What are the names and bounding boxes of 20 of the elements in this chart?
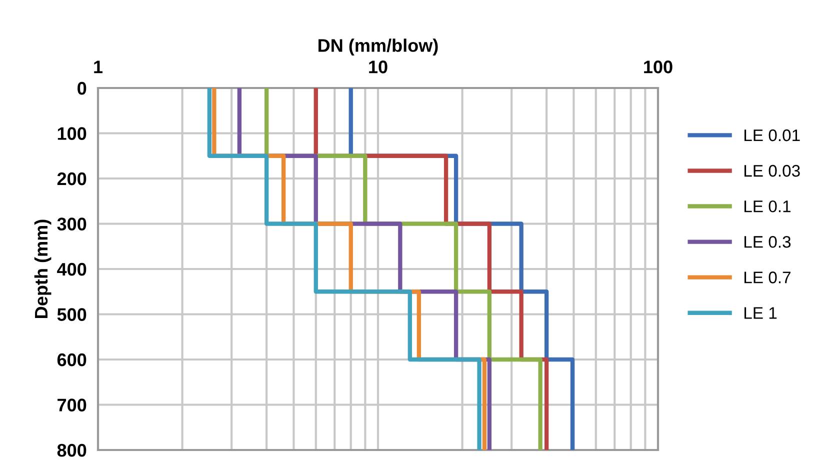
legend-label: LE 0.7 (744, 272, 790, 284)
legend-label: LE 1 (744, 307, 777, 319)
y-tick-label: 500 (57, 308, 86, 321)
y-tick-label: 800 (57, 444, 86, 457)
y-axis-title: Depth (mm) (34, 220, 52, 318)
legend-label: LE 0.3 (744, 236, 791, 248)
x-tick-label: 1 (94, 60, 103, 74)
y-tick-label: 400 (57, 262, 86, 276)
y-tick-label: 300 (57, 218, 86, 230)
legend-label: LE 0.03 (744, 164, 800, 177)
y-tick-label: 600 (57, 353, 86, 366)
y-tick-label: 0 (78, 82, 86, 95)
x-axis-title: DN (mm/blow) (318, 38, 438, 56)
y-tick-label: 200 (57, 172, 86, 186)
x-tick-label: 10 (369, 60, 388, 74)
legend-label: LE 0.01 (744, 129, 800, 142)
y-tick-label: 100 (58, 127, 86, 140)
legend-label: LE 0.1 (744, 200, 791, 212)
y-tick-label: 700 (58, 398, 86, 412)
x-tick-label: 100 (644, 60, 672, 74)
